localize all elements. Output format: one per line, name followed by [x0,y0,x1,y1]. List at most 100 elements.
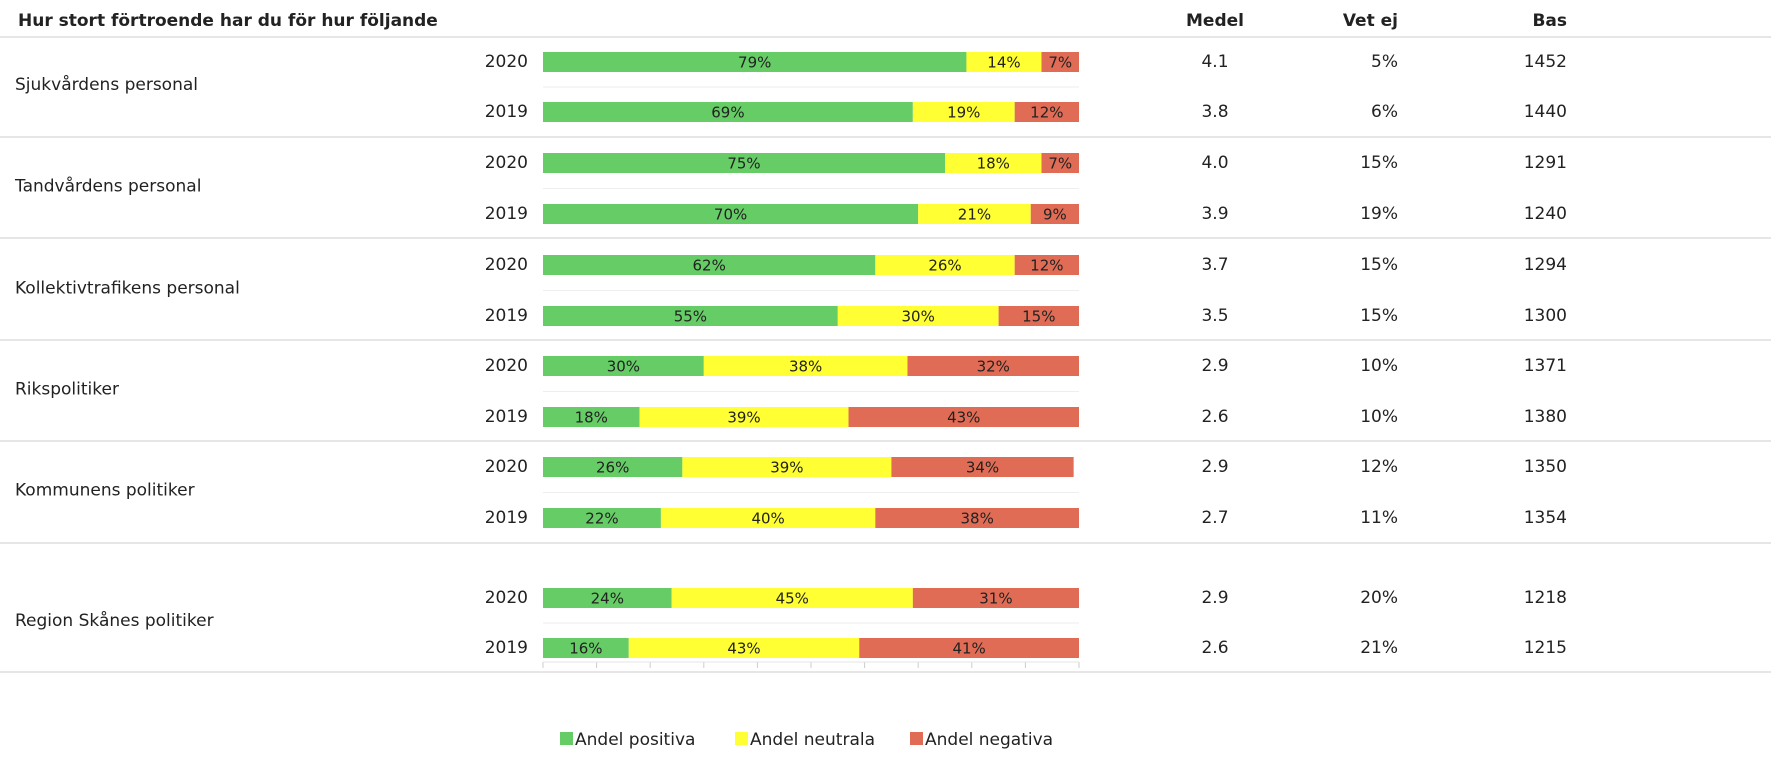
bar-value-label: 69% [711,104,744,122]
legend-swatch [735,732,748,745]
bar-segment [837,306,999,326]
bar-value-label: 21% [958,206,991,224]
bar-value-label: 18% [575,409,608,427]
legend-label: Andel neutrala [750,730,875,750]
bar-segment [891,457,1074,477]
bar-segment [848,407,1079,427]
year-label: 2020 [485,255,528,275]
table-cell: 19% [1360,204,1398,224]
table-cell: 4.1 [1201,52,1228,72]
year-label: 2019 [485,306,528,326]
bar-segment [859,638,1079,658]
year-label: 2020 [485,588,528,608]
bar-segment [945,153,1042,173]
table-cell: 5% [1371,52,1398,72]
bar-segment [1014,255,1079,275]
table-cell: 2.9 [1201,356,1228,376]
legend-swatch [910,732,923,745]
bar-segment [1041,52,1079,72]
bar-segment [543,457,683,477]
table-cell: 2.9 [1201,588,1228,608]
bar-segment [998,306,1079,326]
table-cell: 2.7 [1201,508,1228,528]
bar-segment [543,306,838,326]
table-cell: 1291 [1524,153,1567,173]
group-label: Rikspolitiker [15,380,119,400]
table-cell: 1371 [1524,356,1567,376]
table-cell: 21% [1360,638,1398,658]
bar-value-label: 12% [1030,104,1063,122]
bar-segment [1014,102,1079,122]
bar-segment [1041,153,1079,173]
column-header: Medel [1186,11,1244,31]
bar-value-label: 79% [738,54,771,72]
table-cell: 4.0 [1201,153,1228,173]
bar-value-label: 14% [987,54,1020,72]
table-cell: 11% [1360,508,1398,528]
bar-segment [639,407,849,427]
table-cell: 15% [1360,255,1398,275]
table-cell: 15% [1360,306,1398,326]
table-cell: 12% [1360,457,1398,477]
bar-segment [543,102,913,122]
legend-label: Andel negativa [925,730,1053,750]
bar-value-label: 18% [977,155,1010,173]
table-cell: 10% [1360,407,1398,427]
table-cell: 1452 [1524,52,1567,72]
bar-value-label: 39% [727,409,760,427]
group-label: Region Skånes politiker [15,610,214,631]
bar-value-label: 7% [1048,155,1072,173]
table-cell: 2.6 [1201,638,1228,658]
bar-segment [543,52,967,72]
year-label: 2019 [485,102,528,122]
bar-value-label: 16% [569,640,602,658]
year-label: 2020 [485,153,528,173]
bar-segment [628,638,860,658]
table-cell: 3.5 [1201,306,1228,326]
bar-segment [912,102,1015,122]
table-cell: 20% [1360,588,1398,608]
column-header: Bas [1532,11,1567,31]
year-label: 2019 [485,407,528,427]
bar-value-label: 38% [960,510,993,528]
table-cell: 3.8 [1201,102,1228,122]
table-cell: 1240 [1524,204,1567,224]
bar-segment [671,588,913,608]
bar-value-label: 62% [692,257,725,275]
table-cell: 1440 [1524,102,1567,122]
chart-title: Hur stort förtroende har du för hur följ… [18,11,438,31]
bar-segment [966,52,1042,72]
group-label: Sjukvårdens personal [15,74,198,95]
bar-value-label: 45% [776,590,809,608]
year-label: 2020 [485,52,528,72]
bar-value-label: 38% [789,358,822,376]
bar-value-label: 32% [977,358,1010,376]
table-cell: 15% [1360,153,1398,173]
year-label: 2020 [485,457,528,477]
bar-value-label: 34% [966,459,999,477]
bar-value-label: 9% [1043,206,1067,224]
bar-segment [875,255,1015,275]
bar-segment [912,588,1079,608]
bar-value-label: 31% [979,590,1012,608]
table-cell: 1350 [1524,457,1567,477]
bar-value-label: 22% [585,510,618,528]
bar-value-label: 30% [902,308,935,326]
table-cell: 3.7 [1201,255,1228,275]
bar-value-label: 26% [928,257,961,275]
table-cell: 3.9 [1201,204,1228,224]
group-label: Kollektivtrafikens personal [15,279,240,299]
bar-segment [907,356,1079,376]
table-cell: 2.9 [1201,457,1228,477]
bar-value-label: 19% [947,104,980,122]
table-cell: 1380 [1524,407,1567,427]
table-cell: 6% [1371,102,1398,122]
bar-value-label: 30% [607,358,640,376]
bar-value-label: 40% [751,510,784,528]
bar-segment [543,255,876,275]
bar-value-label: 39% [770,459,803,477]
year-label: 2020 [485,356,528,376]
group-label: Kommunens politiker [15,481,195,501]
bar-value-label: 12% [1030,257,1063,275]
bar-value-label: 43% [727,640,760,658]
